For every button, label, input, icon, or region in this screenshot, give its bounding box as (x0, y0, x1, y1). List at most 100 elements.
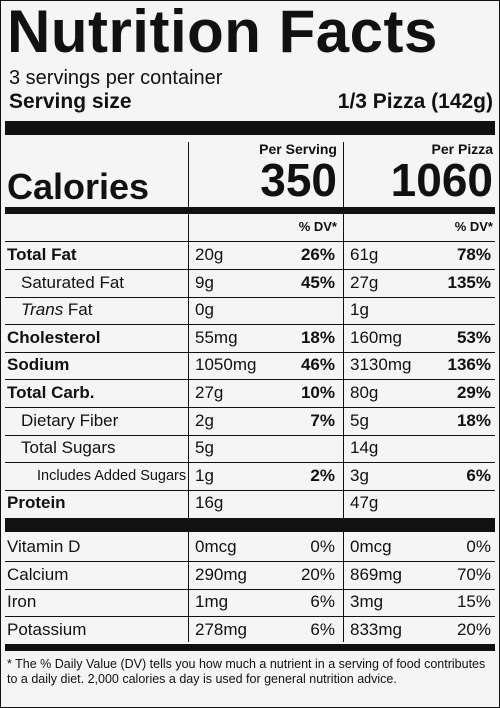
serving-dv: 26% (300, 245, 335, 264)
nutrient-row: Total Sugars 5g 14g (5, 435, 495, 462)
row-divider (5, 616, 495, 618)
pizza-dv: 15% (456, 592, 491, 612)
thick-divider-calories (5, 207, 495, 214)
serving-amount: 20g (195, 245, 224, 264)
serving-amount: 1050mg (195, 355, 257, 375)
pizza-amount: 27g (350, 272, 379, 292)
serving-dv: 45% (300, 272, 335, 292)
pizza-dv: 0% (466, 537, 491, 556)
servings-per-container: 3 servings per container (9, 67, 223, 89)
daily-value-footnote: * The % Daily Value (DV) tells you how m… (7, 657, 486, 686)
nutrient-name: Protein (7, 493, 66, 513)
pizza-amount: 833mg (350, 619, 402, 639)
pizza-amount: 1g (350, 300, 369, 320)
serving-dv: 20% (300, 564, 335, 584)
row-divider (5, 296, 495, 298)
serving-amount: 0g (195, 300, 214, 320)
calories-label: Calories (7, 166, 150, 207)
nutrient-name: Saturated Fat (21, 272, 125, 292)
nutrient-row: Dietary Fiber 2g 7% 5g 18% (5, 408, 495, 435)
pizza-amount: 3mg (350, 592, 384, 612)
serving-dv: 6% (310, 592, 335, 612)
serving-size-value: 1/3 Pizza (142g) (337, 90, 493, 113)
thick-divider-vitamins (5, 518, 495, 532)
label-title: Nutrition Facts (7, 0, 438, 65)
serving-dv: 2% (310, 465, 335, 485)
pizza-amount: 14g (350, 438, 379, 458)
thick-divider-bottom (5, 644, 495, 651)
vitamin-row: Calcium 290mg 20% 869mg 70% (5, 562, 495, 589)
serving-amount: 27g (195, 383, 224, 402)
row-divider (5, 561, 495, 562)
pizza-dv: 78% (456, 245, 491, 264)
pizza-amount: 160mg (350, 327, 402, 347)
vitamin-row: Iron 1mg 6% 3mg 15% (5, 589, 495, 616)
divider-dv (5, 241, 495, 242)
pizza-dv: 135% (447, 272, 491, 292)
vitamin-name: Iron (7, 592, 37, 612)
nutrient-row: Total Carb. 27g 10% 80g 29% (5, 380, 495, 407)
serving-amount: 1mg (195, 592, 229, 612)
pizza-amount: 3g (350, 465, 369, 485)
serving-amount: 55mg (195, 327, 238, 347)
dv-header-serving: % DV* (298, 219, 337, 234)
pizza-dv: 70% (456, 564, 491, 584)
row-divider (5, 489, 495, 491)
vitamin-name: Potassium (7, 619, 87, 639)
pizza-amount: 61g (350, 245, 379, 264)
pizza-dv: 20% (456, 619, 491, 639)
pizza-amount: 0mcg (350, 537, 392, 556)
serving-dv: 18% (300, 327, 335, 347)
nutrient-name: Total Fat (7, 245, 77, 264)
vitamin-row: Potassium 278mg 6% 833mg 20% (5, 617, 495, 644)
serving-size-label: Serving size (9, 90, 132, 113)
dv-header-pizza: % DV* (454, 219, 493, 234)
nutrient-row: Saturated Fat 9g 45% 27g 135% (5, 270, 495, 297)
serving-amount: 278mg (195, 619, 247, 639)
serving-dv: 7% (310, 410, 335, 430)
nutrient-row: Total Fat 20g 26% 61g 78% (5, 242, 495, 269)
per-pizza-header: Per Pizza (431, 141, 493, 157)
nutrient-name: Sodium (7, 355, 70, 375)
serving-dv: 6% (310, 619, 335, 639)
vitamin-name: Calcium (7, 564, 69, 584)
pizza-amount: 47g (350, 493, 379, 513)
per-serving-header: Per Serving (259, 141, 337, 157)
nutrient-row: Cholesterol 55mg 18% 160mg 53% (5, 325, 495, 352)
row-divider (5, 269, 495, 270)
serving-amount: 5g (195, 438, 214, 458)
serving-amount: 0mcg (195, 537, 237, 556)
pizza-amount: 869mg (350, 564, 402, 584)
serving-amount: 9g (195, 272, 214, 292)
column-divider-left (188, 142, 189, 642)
column-divider-right (343, 142, 344, 642)
pizza-dv: 53% (456, 327, 491, 347)
vitamin-row: Vitamin D 0mcg 0% 0mcg 0% (5, 534, 495, 561)
calories-per-pizza: 1060 (390, 154, 493, 206)
serving-amount: 1g (195, 465, 214, 485)
nutrient-name: Includes Added Sugars (37, 467, 187, 484)
pizza-amount: 5g (350, 410, 369, 430)
serving-dv: 46% (300, 355, 335, 375)
row-divider (5, 379, 495, 381)
serving-amount: 16g (195, 493, 224, 513)
pizza-dv: 136% (447, 355, 491, 375)
row-divider (5, 588, 495, 590)
vitamin-name: Vitamin D (7, 537, 81, 556)
nutrient-name: Total Carb. (7, 383, 95, 402)
row-divider (5, 351, 495, 353)
pizza-amount: 80g (350, 383, 379, 402)
calories-per-serving: 350 (260, 154, 337, 206)
nutrient-row: Includes Added Sugars 1g 2% 3g 6% (5, 463, 495, 490)
serving-dv: 0% (310, 537, 335, 556)
nutrient-row: Sodium 1050mg 46% 3130mg 136% (5, 352, 495, 379)
nutrient-row: Protein 16g 47g (5, 490, 495, 517)
pizza-amount: 3130mg (350, 355, 412, 375)
nutrient-name: Total Sugars (21, 438, 116, 458)
nutrient-name: Dietary Fiber (21, 410, 119, 430)
nutrient-row: Trans Fat 0g 1g (5, 297, 495, 324)
row-divider (5, 434, 495, 436)
serving-dv: 10% (300, 383, 335, 402)
nutrient-name: Cholesterol (7, 327, 101, 347)
